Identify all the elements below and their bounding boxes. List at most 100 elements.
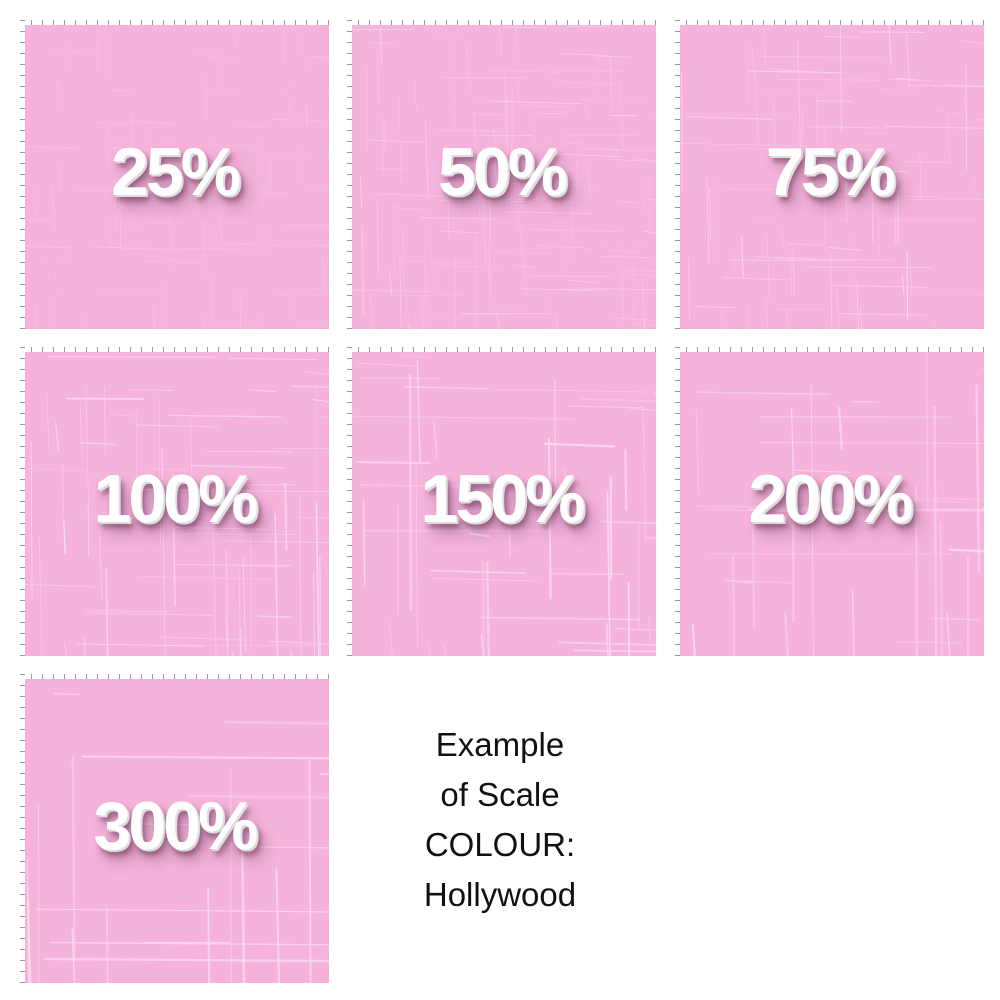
linen-thread xyxy=(287,86,317,88)
linen-thread xyxy=(839,20,842,134)
linen-thread xyxy=(356,362,414,367)
linen-thread xyxy=(408,374,413,610)
linen-thread xyxy=(312,288,329,292)
linen-thread xyxy=(212,529,217,656)
linen-thread xyxy=(287,86,290,117)
linen-thread xyxy=(108,147,160,151)
linen-thread xyxy=(219,214,223,245)
linen-thread xyxy=(66,397,145,400)
linen-thread xyxy=(453,33,455,106)
linen-thread xyxy=(619,278,623,301)
scale-panel: 25% xyxy=(20,20,329,329)
scale-label: 50% xyxy=(437,134,568,210)
linen-thread xyxy=(879,88,920,92)
linen-thread xyxy=(599,244,655,248)
linen-thread xyxy=(430,569,526,574)
linen-thread xyxy=(229,358,318,360)
linen-thread xyxy=(468,65,471,93)
linen-thread xyxy=(740,236,744,278)
linen-thread xyxy=(110,89,134,92)
linen-thread xyxy=(554,379,557,484)
linen-thread xyxy=(642,407,646,545)
linen-thread xyxy=(283,33,286,67)
linen-thread xyxy=(289,650,293,656)
linen-thread xyxy=(47,356,218,358)
linen-thread xyxy=(511,218,515,282)
scale-panel: 75% xyxy=(675,20,984,329)
linen-thread xyxy=(602,256,652,258)
linen-thread xyxy=(26,900,31,983)
linen-thread xyxy=(427,641,431,656)
linen-thread xyxy=(632,158,656,161)
linen-thread xyxy=(865,132,889,135)
linen-thread xyxy=(788,243,823,246)
linen-thread xyxy=(505,211,594,215)
linen-thread xyxy=(145,220,170,223)
linen-thread xyxy=(474,100,540,104)
linen-thread xyxy=(359,66,362,125)
linen-thread xyxy=(483,200,486,265)
linen-thread xyxy=(71,755,76,962)
linen-thread xyxy=(810,385,814,656)
linen-thread xyxy=(423,38,512,41)
linen-thread xyxy=(34,304,37,329)
linen-thread xyxy=(508,521,511,557)
linen-thread xyxy=(606,250,641,253)
linen-thread xyxy=(931,617,980,621)
linen-thread xyxy=(32,255,71,258)
linen-thread xyxy=(584,148,619,150)
linen-thread xyxy=(109,202,111,250)
linen-thread xyxy=(258,224,261,260)
linen-thread xyxy=(201,490,329,493)
linen-thread xyxy=(524,243,527,296)
linen-thread xyxy=(584,98,589,120)
linen-thread xyxy=(399,255,402,326)
linen-thread xyxy=(415,463,418,650)
linen-thread xyxy=(114,180,117,234)
linen-thread xyxy=(186,794,329,799)
linen-thread xyxy=(380,23,382,66)
linen-thread xyxy=(136,424,219,428)
linen-thread xyxy=(480,616,640,621)
linen-thread xyxy=(408,313,411,329)
linen-texture xyxy=(675,20,984,329)
linen-thread xyxy=(238,569,241,656)
linen-thread xyxy=(606,491,611,656)
linen-thread xyxy=(202,314,204,329)
linen-thread xyxy=(529,229,621,232)
linen-thread xyxy=(486,70,562,73)
linen-thread xyxy=(225,613,229,656)
linen-thread xyxy=(268,640,329,645)
linen-thread xyxy=(609,159,656,162)
linen-thread xyxy=(262,91,264,119)
linen-thread xyxy=(208,187,212,241)
linen-thread xyxy=(431,577,540,582)
linen-thread xyxy=(721,188,790,191)
linen-thread xyxy=(766,68,817,73)
caption: Example of Scale COLOUR: Hollywood xyxy=(400,720,600,920)
ruler-left xyxy=(347,20,352,329)
linen-thread xyxy=(695,391,831,396)
linen-thread xyxy=(349,289,432,292)
linen-thread xyxy=(416,360,421,463)
linen-thread xyxy=(299,517,329,519)
linen-thread xyxy=(624,449,628,511)
linen-thread xyxy=(106,907,109,983)
linen-thread xyxy=(902,293,984,296)
linen-thread xyxy=(54,269,58,295)
linen-thread xyxy=(194,153,222,156)
linen-thread xyxy=(311,56,329,59)
linen-thread xyxy=(567,280,601,284)
linen-thread xyxy=(436,130,500,132)
linen-thread xyxy=(491,251,556,255)
linen-thread xyxy=(321,253,325,286)
linen-thread xyxy=(564,469,568,498)
linen-thread xyxy=(797,39,802,153)
linen-thread xyxy=(46,389,50,452)
linen-thread xyxy=(498,27,502,54)
linen-thread xyxy=(888,22,892,66)
linen-thread xyxy=(69,191,72,235)
linen-thread xyxy=(26,856,31,983)
ruler-top xyxy=(20,347,329,352)
linen-thread xyxy=(533,112,537,194)
